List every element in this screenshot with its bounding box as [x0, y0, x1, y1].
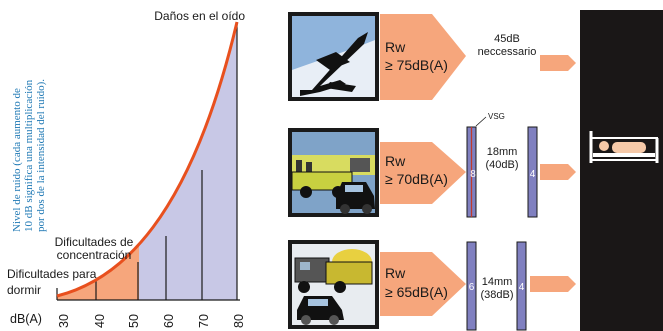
- row-traffic: Rw ≥ 65dB(A) 6 14mm (38dB) 4: [288, 240, 576, 331]
- tick-label: 50: [127, 314, 141, 328]
- rw-value: ≥ 70dB(A): [385, 171, 448, 187]
- inner-glass-pane: [516, 241, 527, 331]
- pane-thickness: 4: [530, 169, 536, 180]
- bedroom-panel: [580, 10, 663, 331]
- y-axis-label-line-3: por dos de la intensidad del ruido).: [35, 79, 47, 232]
- street-image: [288, 128, 379, 217]
- hearing-damage-label: Daños en el oído: [154, 9, 245, 23]
- air-gap-line-1: 14mm: [482, 276, 513, 288]
- y-axis-label-line-2: 10 dB significa una multiplicación: [23, 79, 35, 232]
- air-gap-line-2: (38dB): [480, 289, 513, 301]
- rw-arrow: [380, 252, 466, 316]
- sleeping-person-icon: [589, 131, 659, 163]
- airplane-icon: [300, 32, 368, 96]
- rw-value: ≥ 75dB(A): [385, 57, 448, 73]
- outer-glass-pane: [466, 241, 477, 331]
- tick-label: 30: [57, 314, 71, 328]
- sleep-label-line-2: dormir: [7, 283, 41, 297]
- air-gap-line-2: (40dB): [485, 159, 518, 171]
- plane-image: [288, 12, 379, 101]
- pane-thickness: 6: [469, 282, 475, 293]
- vsg-label: VSG: [488, 112, 505, 121]
- noise-level-chart: Nivel de ruido (cada aumento de 10 dB si…: [7, 9, 246, 328]
- rw-label: Rw: [385, 265, 406, 281]
- inner-glass-pane: [527, 126, 538, 218]
- pane-thickness: 8: [470, 169, 476, 180]
- tick-label: 60: [162, 314, 176, 328]
- traffic-image: [288, 240, 379, 329]
- pane-thickness: 4: [519, 282, 525, 293]
- tick-label: 70: [197, 314, 211, 328]
- x-axis-label: dB(A): [10, 312, 42, 326]
- x-tick-labels: 30 40 50 60 70 80: [57, 314, 246, 328]
- tick-label: 40: [93, 314, 107, 328]
- rw-label: Rw: [385, 39, 406, 55]
- concentration-label-line-1: Dificultades de: [55, 235, 134, 249]
- y-axis-label-line-1: Nivel de ruido (cada aumento de: [11, 88, 23, 232]
- requirement-line-1: 45dB: [494, 33, 520, 45]
- noise-curve: [56, 21, 239, 298]
- concentration-label-line-2: concentración: [57, 248, 132, 262]
- small-arrow: [540, 164, 576, 180]
- requirement-line-2: neccessario: [478, 46, 537, 58]
- small-arrow: [540, 55, 576, 71]
- sleep-label-line-1: Dificultades para: [7, 267, 97, 281]
- tick-label: 80: [232, 314, 246, 328]
- curve-area: [57, 22, 237, 300]
- row-plane: Rw ≥ 75dB(A) 45dB neccessario: [288, 12, 576, 101]
- air-gap-line-1: 18mm: [487, 146, 518, 158]
- rw-arrow: [380, 142, 466, 204]
- y-axis-label: Nivel de ruido (cada aumento de 10 dB si…: [11, 79, 47, 232]
- small-arrow: [530, 276, 576, 292]
- rw-value: ≥ 65dB(A): [385, 284, 448, 300]
- row-street: Rw ≥ 70dB(A) 8 VSG 18mm (40dB) 4: [288, 112, 576, 218]
- rw-label: Rw: [385, 153, 406, 169]
- vsg-leader: [475, 116, 487, 127]
- rw-arrow: [380, 14, 466, 100]
- grid-lines: [95, 22, 238, 300]
